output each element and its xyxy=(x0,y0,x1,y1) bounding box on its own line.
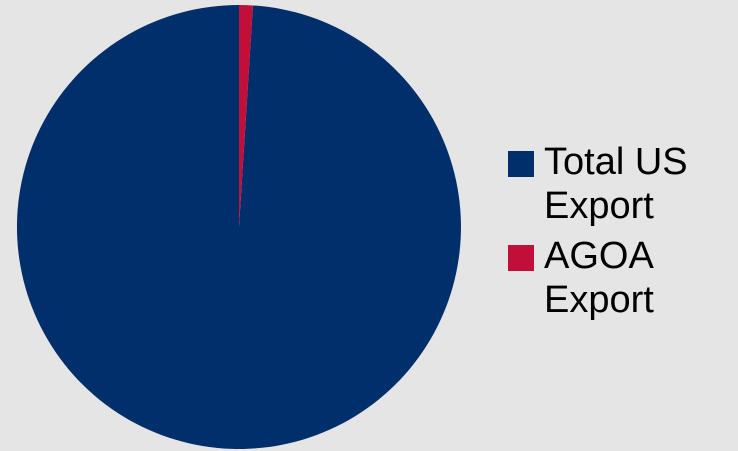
legend-item-total-us-export: Total US Export xyxy=(508,140,730,228)
pie-slice-total-us-export xyxy=(16,4,461,450)
legend-swatch-agoa-export xyxy=(508,245,534,271)
legend-label-total-us-export: Total US Export xyxy=(544,141,688,227)
chart-legend: Total US Export AGOA Export xyxy=(508,140,730,328)
legend-label-agoa-export: AGOA Export xyxy=(544,235,654,321)
legend-item-agoa-export: AGOA Export xyxy=(508,234,730,322)
pie-slice-agoa-export xyxy=(239,5,253,227)
legend-swatch-total-us-export xyxy=(508,151,534,177)
